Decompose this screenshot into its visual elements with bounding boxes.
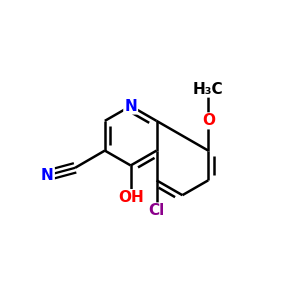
Text: H₃C: H₃C: [193, 82, 224, 97]
Text: N: N: [41, 168, 54, 183]
Text: O: O: [202, 113, 215, 128]
Text: Cl: Cl: [148, 203, 165, 218]
Text: OH: OH: [118, 190, 144, 205]
Text: N: N: [124, 98, 137, 113]
